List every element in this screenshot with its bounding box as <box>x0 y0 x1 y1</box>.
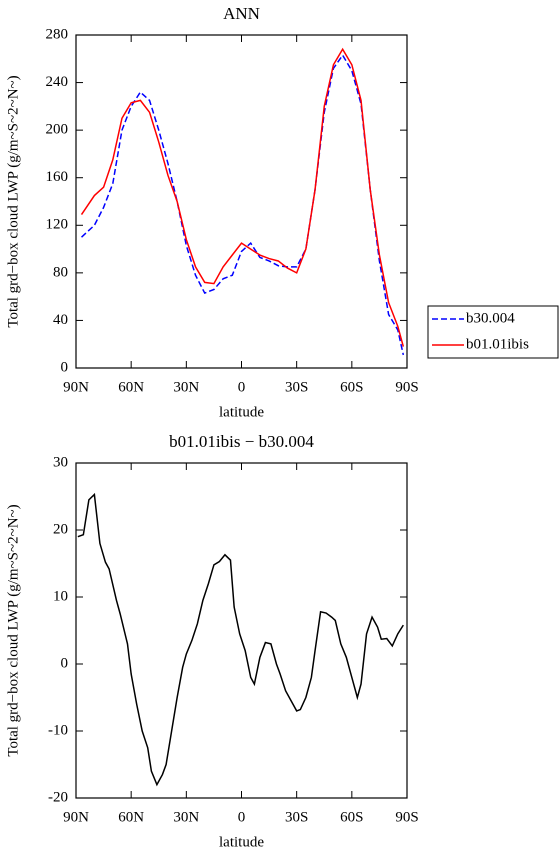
x-tick-label: 90S <box>395 809 418 825</box>
x-tick-label: 60S <box>340 379 363 395</box>
legend-label: b30.004 <box>466 310 515 326</box>
y-tick-label: 200 <box>46 122 69 138</box>
y-tick-label: 20 <box>53 521 68 537</box>
y-tick-label: 40 <box>53 312 68 328</box>
y-tick-label: 0 <box>61 655 69 671</box>
y-tick-label: 10 <box>53 588 68 604</box>
y-tick-label: -20 <box>48 789 68 805</box>
x-tick-label: 90N <box>63 809 89 825</box>
y-tick-label: -10 <box>48 722 68 738</box>
x-tick-label: 30N <box>173 379 199 395</box>
data-line <box>80 47 405 347</box>
chart-title: ANN <box>223 4 260 23</box>
legend-box <box>427 305 559 359</box>
x-tick-label: 60N <box>118 809 144 825</box>
data-line <box>81 53 405 356</box>
x-tick-label: 30S <box>285 379 308 395</box>
x-tick-label: 60N <box>118 379 144 395</box>
y-tick-label: 280 <box>46 26 69 42</box>
chart-title: b01.01ibis − b30.004 <box>169 432 314 451</box>
y-tick-label: 0 <box>61 359 69 375</box>
x-tick-label: 30N <box>173 809 199 825</box>
x-tick-label: 90S <box>395 379 418 395</box>
y-tick-label: 80 <box>53 264 68 280</box>
x-tick-label: 60S <box>340 809 363 825</box>
x-axis-label: latitude <box>219 834 264 850</box>
x-axis-label: latitude <box>219 404 264 420</box>
y-tick-label: 240 <box>46 74 69 90</box>
y-tick-label: 120 <box>46 217 69 233</box>
x-tick-label: 0 <box>238 379 246 395</box>
x-tick-label: 0 <box>238 809 246 825</box>
x-tick-label: 90N <box>63 379 89 395</box>
data-line <box>77 492 404 787</box>
y-axis-label: Total grd−box cloud LWP (g/m~S~2~N~) <box>5 504 21 756</box>
y-tick-label: 160 <box>46 169 69 185</box>
x-tick-label: 30S <box>285 809 308 825</box>
y-axis-label: Total grd−box cloud LWP (g/m~S~2~N~) <box>5 75 21 327</box>
y-tick-label: 30 <box>53 454 68 470</box>
legend-label: b01.01ibis <box>466 336 529 352</box>
plot-frame <box>75 462 408 799</box>
